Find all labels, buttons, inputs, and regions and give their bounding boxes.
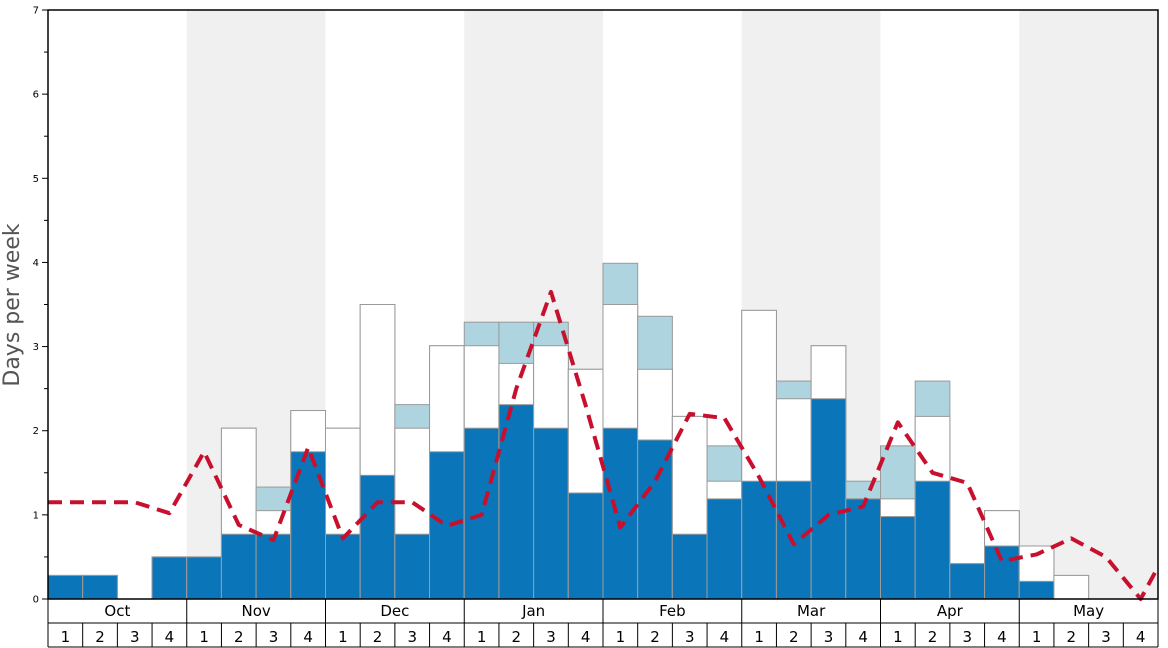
month-label-oct: Oct [104,602,130,620]
bar-dark [255,533,292,600]
month-label-may: May [1073,602,1104,620]
bar-dark [359,474,396,600]
week-label: 2 [373,628,383,646]
bar-dark [914,480,951,600]
week-label: 4 [858,628,868,646]
y-tick-label: 3 [33,342,39,353]
bar-dark [325,533,361,600]
week-label: 3 [269,628,279,646]
y-tick-label: 0 [33,595,39,606]
bar-dark [394,533,431,600]
week-label: 1 [338,628,348,646]
month-label-mar: Mar [797,602,826,620]
y-axis-label: Days per week [0,223,25,386]
week-label: 1 [477,628,487,646]
week-label: 2 [95,628,105,646]
bar-white [1053,574,1090,600]
y-tick-label: 1 [33,510,39,521]
bar-dark [706,498,743,600]
trend-line-path [48,289,1160,601]
week-label: 3 [962,628,972,646]
bar-dark [845,498,881,600]
bar-dark [671,533,708,600]
bar-dark [984,545,1020,600]
bar-dark [637,439,673,600]
week-label: 4 [1136,628,1146,646]
week-label: 4 [720,628,730,646]
week-label: 3 [546,628,556,646]
week-label: 4 [165,628,175,646]
bar-dark [533,427,569,600]
month-shade-may [1019,10,1158,599]
week-label: 4 [581,628,591,646]
week-label: 2 [512,628,522,646]
y-axis: 0 1 2 3 4 5 6 7 [33,6,48,606]
x-axis: Oct Nov Dec Jan Feb Mar Apr May 1 2 3 4 1 2 3 4 1 2 3 4 1 2 3 4… [47,9,1159,648]
week-label: 2 [650,628,660,646]
y-tick-label: 2 [33,426,39,437]
bar-dark [186,556,222,600]
bar-dark [47,574,84,600]
y-tick-label: 7 [33,6,39,17]
bar-dark [151,556,188,600]
trend-line [48,289,1160,601]
week-label: 2 [928,628,938,646]
week-label: 3 [824,628,834,646]
month-label-nov: Nov [241,602,270,620]
week-label: 1 [893,628,903,646]
bar-dark [1018,580,1055,600]
bar-dark [810,398,847,600]
week-label: 3 [130,628,140,646]
y-tick-label: 5 [33,174,39,185]
bar-dark [429,451,465,600]
week-label: 4 [303,628,313,646]
week-label: 4 [997,628,1007,646]
month-label-dec: Dec [380,602,409,620]
y-tick-label: 6 [33,90,39,101]
month-label-apr: Apr [937,602,964,620]
week-label: 1 [616,628,626,646]
week-label: 3 [407,628,417,646]
week-label: 3 [685,628,695,646]
week-label: 1 [754,628,764,646]
month-label-jan: Jan [521,602,545,620]
week-label: 1 [61,628,71,646]
bar-dark [880,516,916,600]
week-label: 2 [1067,628,1077,646]
month-label-feb: Feb [659,602,686,620]
bar-dark [567,492,604,600]
week-label: 3 [1101,628,1111,646]
month-shading [48,10,1158,599]
week-label: 2 [234,628,244,646]
bar-dark [220,533,257,600]
bar-dark [82,574,118,600]
week-label: 1 [199,628,209,646]
week-label: 1 [1032,628,1042,646]
y-tick-label: 4 [33,258,39,269]
bar-dark [949,563,986,600]
week-label: 2 [789,628,799,646]
week-label: 4 [442,628,452,646]
